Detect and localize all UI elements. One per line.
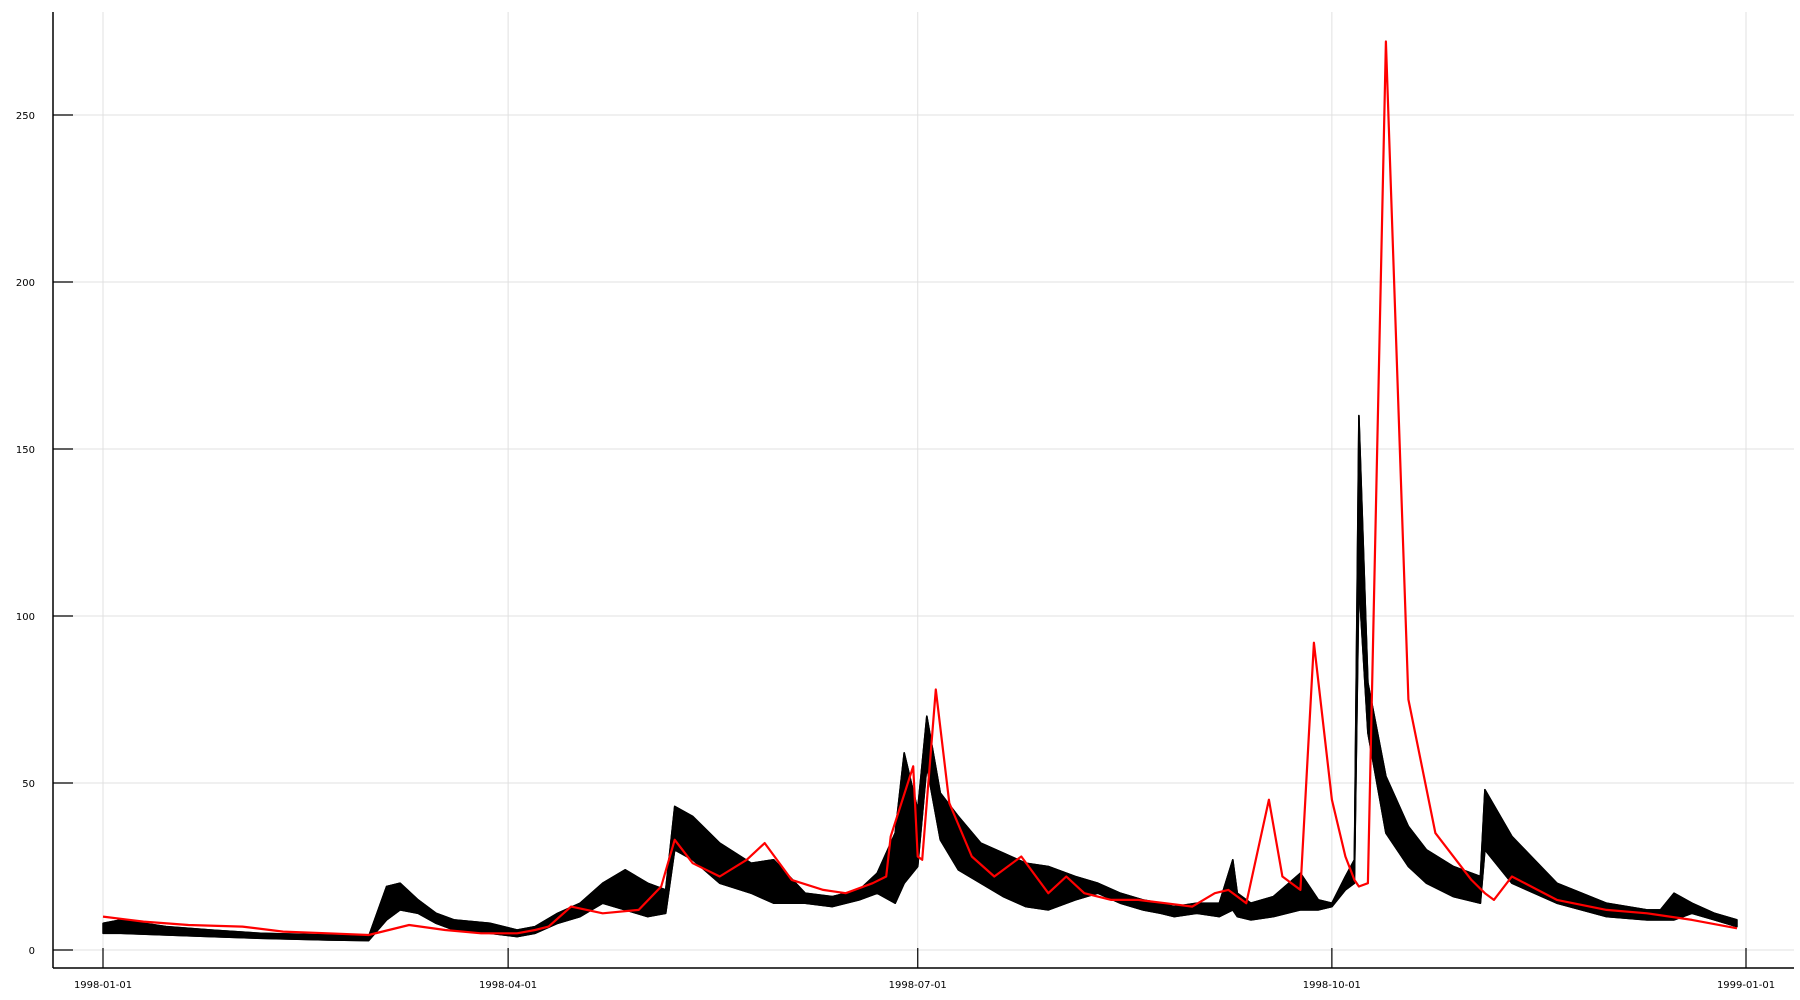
x-tick-label: 1998-01-01: [74, 980, 132, 991]
axes: [52, 12, 1794, 969]
y-tick-label: 100: [16, 612, 35, 623]
ensemble-envelope: [102, 414, 1738, 942]
observed-line: [102, 40, 1738, 937]
x-tick-label: 1998-07-01: [889, 980, 947, 991]
ensemble-member-line: [102, 464, 1738, 939]
ensemble-member-line: [103, 581, 1738, 942]
y-tick-label: 0: [29, 946, 35, 957]
observed-series: [102, 40, 1738, 937]
ensemble-member-line: [102, 523, 1738, 940]
ensemble-member-line: [102, 414, 1738, 938]
y-tick-label: 250: [16, 111, 35, 122]
ensemble-band: [102, 414, 1738, 942]
y-tick-label: 200: [16, 278, 35, 289]
x-tick-label: 1998-10-01: [1303, 980, 1361, 991]
grid: [53, 12, 1794, 966]
x-tick-label: 1998-04-01: [479, 980, 537, 991]
y-tick-label: 150: [16, 445, 35, 456]
tick-labels: 0 50 100 150 200 250 1998-01-01 1998-04-01 1998-…: [16, 111, 1775, 991]
y-tick-label: 50: [22, 779, 35, 790]
x-tick-label: 1999-01-01: [1717, 980, 1775, 991]
